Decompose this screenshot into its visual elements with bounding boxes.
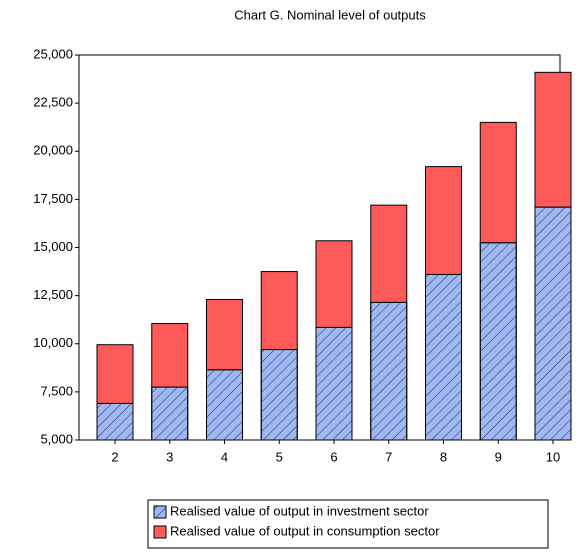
legend-box: [147, 499, 549, 549]
legend-label: Realised value of output in consumption …: [170, 523, 440, 538]
bar-hatch: [96, 402, 134, 441]
x-tick-label: 3: [166, 449, 173, 464]
y-tick-label: 5,000: [40, 431, 73, 446]
bar-hatch: [425, 273, 462, 441]
bar-segment: [534, 71, 572, 208]
x-tick-label: 4: [221, 449, 228, 464]
y-tick-label: 22,500: [33, 95, 73, 110]
bar-segment: [425, 166, 462, 275]
bar-hatch: [206, 369, 243, 441]
legend-label: Realised value of output in investment s…: [170, 503, 429, 518]
bar-hatch: [479, 242, 517, 441]
x-tick-label: 5: [276, 449, 283, 464]
bar-hatch: [370, 301, 408, 441]
bar-segment: [151, 323, 189, 388]
bar-hatch: [260, 349, 298, 441]
x-tick-label: 2: [111, 449, 118, 464]
bar-segment: [96, 344, 134, 404]
legend-swatch: [153, 525, 167, 539]
bar-segment: [479, 121, 517, 244]
y-tick-label: 20,000: [33, 143, 73, 158]
bar-segment: [315, 240, 353, 328]
bar-segment: [206, 298, 243, 371]
chart-title: Chart G. Nominal level of outputs: [234, 7, 426, 22]
x-tick-label: 6: [330, 449, 337, 464]
y-tick-label: 17,500: [33, 191, 73, 206]
y-tick-label: 10,000: [33, 335, 73, 350]
y-tick-label: 7,500: [40, 383, 73, 398]
y-tick-label: 12,500: [33, 287, 73, 302]
x-tick-label: 9: [495, 449, 502, 464]
x-tick-label: 8: [440, 449, 447, 464]
y-tick-label: 15,000: [33, 239, 73, 254]
legend-hatch: [153, 505, 167, 519]
bar-hatch: [534, 206, 572, 441]
x-tick-label: 7: [385, 449, 392, 464]
bar-segment: [260, 271, 298, 351]
bar-hatch: [151, 386, 189, 441]
bar-hatch: [315, 326, 353, 441]
bar-segment: [370, 204, 408, 303]
x-tick-label: 10: [546, 449, 560, 464]
y-tick-label: 25,000: [33, 46, 73, 61]
